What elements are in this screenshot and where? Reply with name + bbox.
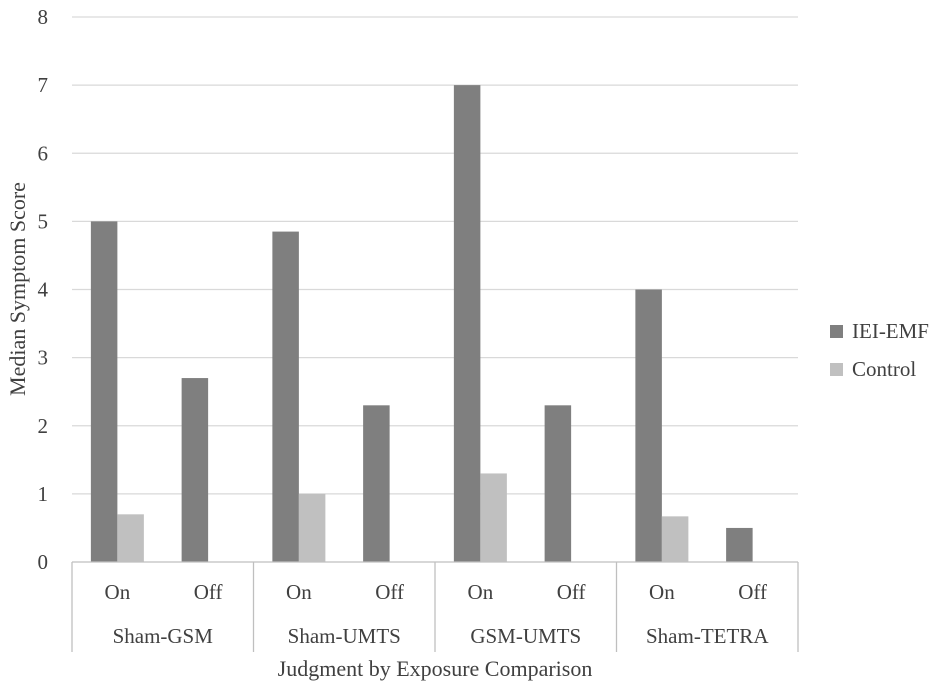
legend: IEI-EMF Control	[830, 319, 929, 381]
x-category-label: On	[286, 580, 312, 604]
group-label: Sham-UMTS	[288, 624, 401, 648]
bar-iei-emf	[363, 405, 390, 562]
group-label: Sham-GSM	[113, 624, 214, 648]
group-label: GSM-UMTS	[470, 624, 581, 648]
bar-control	[661, 516, 689, 562]
bars	[90, 85, 753, 562]
bar-control	[117, 514, 144, 562]
x-category-label: Off	[375, 580, 404, 604]
bar-iei-emf	[726, 527, 753, 562]
x-category-label: On	[468, 580, 494, 604]
bar-iei-emf	[453, 85, 481, 562]
x-category-label: Off	[194, 580, 223, 604]
bar-iei-emf	[635, 289, 662, 562]
bar-iei-emf	[181, 378, 209, 562]
bar-iei-emf	[544, 405, 572, 562]
x-category-labels: On Off On Off On Off On Off Sham-GSM Sham-UMTS GSM…	[105, 580, 770, 648]
x-category-label: On	[105, 580, 131, 604]
legend-label: Control	[852, 357, 916, 381]
y-tick-label: 7	[38, 73, 49, 97]
y-tick-label: 4	[38, 278, 49, 302]
x-category-label: Off	[738, 580, 767, 604]
y-tick-label: 5	[38, 209, 49, 233]
legend-swatch	[830, 363, 843, 376]
y-tick-label: 2	[38, 414, 49, 438]
legend-swatch	[830, 325, 843, 338]
x-category-label: On	[649, 580, 675, 604]
y-tick-label: 0	[38, 550, 49, 574]
x-category-label: Off	[557, 580, 586, 604]
y-tick-label: 3	[38, 346, 49, 370]
bar-iei-emf	[272, 231, 299, 562]
bar-control	[480, 473, 507, 562]
x-axis-title: Judgment by Exposure Comparison	[278, 656, 593, 681]
y-tick-label: 6	[38, 141, 49, 165]
y-axis-title: Median Symptom Score	[5, 182, 30, 396]
gridlines	[72, 16, 798, 495]
group-label: Sham-TETRA	[646, 624, 769, 648]
bar-iei-emf	[90, 221, 118, 562]
legend-label: IEI-EMF	[852, 319, 929, 343]
y-tick-label: 1	[38, 482, 49, 506]
axes	[71, 561, 799, 652]
bar-control	[298, 493, 326, 562]
y-tick-labels: 0 1 2 3 4 5 6 7 8	[38, 5, 49, 574]
y-tick-label: 8	[38, 5, 49, 29]
